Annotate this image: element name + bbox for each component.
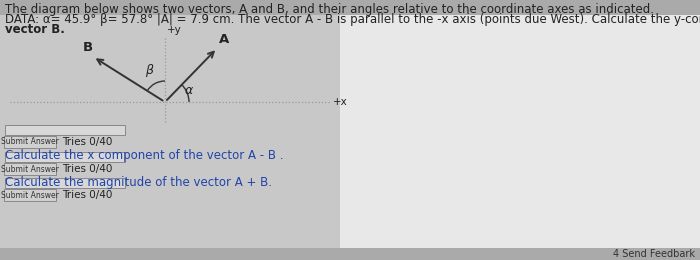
Text: Tries 0/40: Tries 0/40: [62, 137, 113, 147]
Text: β: β: [145, 64, 153, 77]
Text: Submit Answer: Submit Answer: [1, 165, 59, 173]
FancyBboxPatch shape: [4, 163, 56, 175]
Text: Calculate the x component of the vector A - B .: Calculate the x component of the vector …: [5, 149, 284, 162]
Text: Submit Answer: Submit Answer: [1, 191, 59, 199]
Text: DATA: α= 45.9° β= 57.8° |A| = 7.9 cm. The vector A - B is parallel to the -x axi: DATA: α= 45.9° β= 57.8° |A| = 7.9 cm. Th…: [5, 13, 700, 26]
Text: The diagram below shows two vectors, A and B, and their angles relative to the c: The diagram below shows two vectors, A a…: [5, 3, 654, 16]
FancyBboxPatch shape: [5, 152, 125, 162]
FancyBboxPatch shape: [0, 248, 700, 260]
FancyBboxPatch shape: [4, 136, 56, 148]
FancyBboxPatch shape: [340, 0, 700, 260]
Text: A: A: [219, 33, 230, 46]
Text: α: α: [185, 84, 193, 97]
Text: Tries 0/40: Tries 0/40: [62, 190, 113, 200]
FancyBboxPatch shape: [4, 189, 56, 201]
Text: Calculate the magnitude of the vector A + B.: Calculate the magnitude of the vector A …: [5, 176, 272, 189]
Text: B: B: [83, 41, 93, 54]
FancyBboxPatch shape: [5, 125, 125, 135]
Text: vector B.: vector B.: [5, 23, 65, 36]
Text: Tries 0/40: Tries 0/40: [62, 164, 113, 174]
FancyBboxPatch shape: [5, 178, 125, 188]
FancyBboxPatch shape: [0, 0, 700, 15]
Text: +y: +y: [167, 25, 182, 35]
Text: +x: +x: [333, 97, 348, 107]
Text: 4 Send Feedbark: 4 Send Feedbark: [613, 249, 695, 259]
Text: Submit Answer: Submit Answer: [1, 138, 59, 146]
